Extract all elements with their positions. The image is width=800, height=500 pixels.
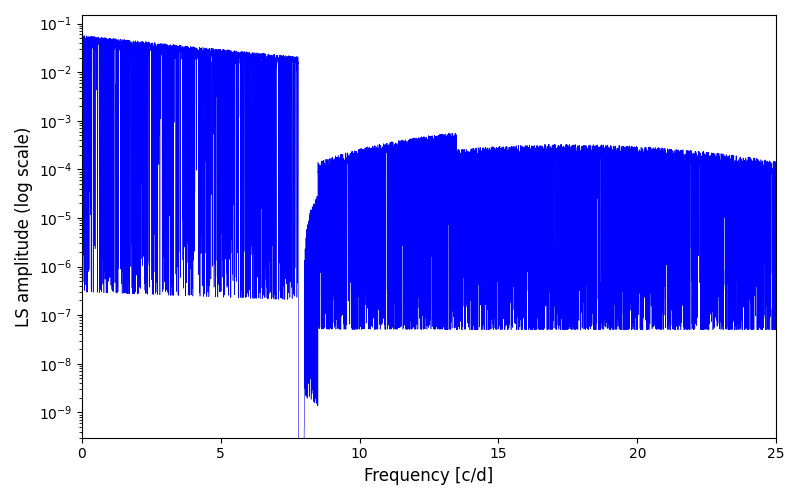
X-axis label: Frequency [c/d]: Frequency [c/d] — [364, 467, 494, 485]
Y-axis label: LS amplitude (log scale): LS amplitude (log scale) — [15, 126, 33, 326]
